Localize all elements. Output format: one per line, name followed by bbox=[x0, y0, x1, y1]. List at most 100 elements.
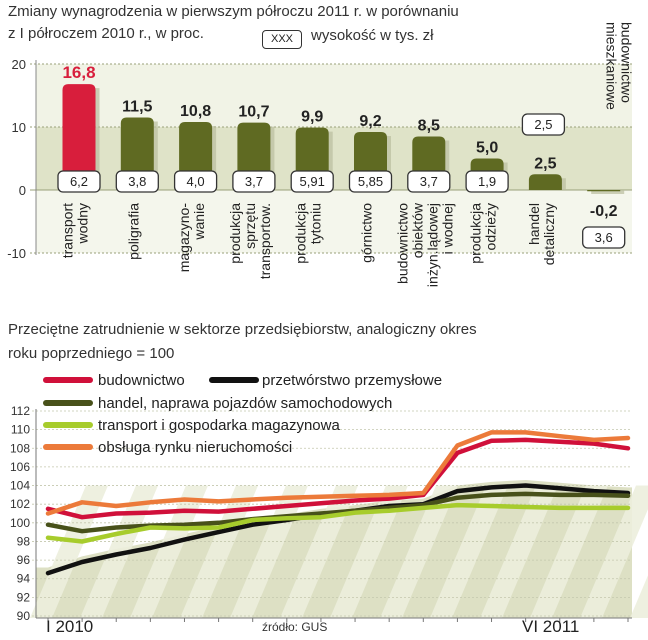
background-stripe bbox=[330, 485, 408, 618]
wage-label: 6,2 bbox=[70, 174, 88, 189]
bar-category-label: odzieży bbox=[483, 203, 499, 250]
bar-category-label: sprzętu bbox=[242, 203, 258, 249]
x-end-label: VI 2011 bbox=[522, 617, 580, 636]
bar-group-8: 2,5 2,5 handel detaliczny bbox=[521, 113, 566, 265]
bar-category-label: budownictwo bbox=[394, 203, 410, 284]
bar-category-label: transport bbox=[60, 203, 76, 258]
line-y-tick-label: 106 bbox=[10, 460, 30, 474]
wage-label: 3,8 bbox=[128, 174, 146, 189]
wage-box bbox=[173, 170, 218, 193]
series-line-budownictwo bbox=[45, 437, 631, 520]
bar bbox=[528, 174, 562, 190]
bar-y-tick-label: 10 bbox=[12, 120, 26, 135]
line-y-tick-label: 92 bbox=[17, 590, 31, 604]
bar-y-tick-label: 0 bbox=[19, 183, 26, 198]
bar-category-label: produkcja bbox=[293, 203, 309, 264]
line-y-tick-label: 98 bbox=[17, 534, 31, 548]
wage-box bbox=[521, 113, 566, 136]
series-line-handel bbox=[45, 491, 631, 534]
bar-category-label: produkcja bbox=[468, 203, 484, 264]
background-stripe bbox=[580, 485, 648, 618]
bar-group-7: 5,0 1,9 produkcja odzieży bbox=[465, 140, 509, 264]
wage-box bbox=[582, 226, 626, 249]
legend-label-transport: transport i gospodarka magazynowa bbox=[98, 417, 340, 434]
bar-group-5: 9,2 5,85 górnictwo bbox=[348, 113, 393, 263]
employment-line-chart: 90 92 94 96 98 100 102 104 106 108 110 112 budownict… bbox=[10, 372, 648, 623]
bar-category-label: detaliczny bbox=[541, 203, 557, 265]
line-y-tick-label: 108 bbox=[10, 441, 30, 455]
bar-group-6: 8,5 3,7 budownictwo obiektów inżyn.lądowej i … bbox=[394, 117, 455, 287]
bar-category-label: budownictwo bbox=[619, 22, 635, 103]
wage-label: 1,9 bbox=[478, 174, 496, 189]
background-stripe bbox=[530, 485, 608, 618]
bar-category-label: poligrafia bbox=[125, 203, 141, 260]
bar-value-label: 16,8 bbox=[62, 63, 95, 82]
wage-label: 3,6 bbox=[595, 230, 613, 245]
bar-category-label: transportow. bbox=[257, 203, 273, 279]
wage-label: 3,7 bbox=[420, 174, 438, 189]
x-start-label: I 2010 bbox=[46, 617, 94, 636]
top-chart-title-line2: z I półroczem 2010 r., w proc. bbox=[8, 25, 204, 42]
wage-label: 3,7 bbox=[245, 174, 263, 189]
bar-category-label: wanie bbox=[191, 203, 207, 241]
wage-change-bar-chart: 20 10 0 -10 16,8 6,2 transport wodny 11,5 3,8 poli… bbox=[7, 22, 635, 287]
bottom-chart-title-line1: Przeciętne zatrudnienie w sektorze przed… bbox=[8, 321, 477, 338]
wage-box bbox=[407, 170, 451, 193]
bar-category-label: obiektów bbox=[409, 202, 425, 258]
bar bbox=[62, 84, 96, 190]
top-chart-title-line1: Zmiany wynagrodzenia w pierwszym półrocz… bbox=[8, 3, 459, 20]
bar-value-label: 2,5 bbox=[534, 155, 556, 172]
bar-value-label: 8,5 bbox=[418, 117, 440, 134]
bar-category-label: i wodnej bbox=[439, 203, 455, 254]
line-y-tick-label: 112 bbox=[11, 404, 30, 418]
bar-group-0: 16,8 6,2 transport wodny bbox=[57, 63, 101, 258]
background-stripe bbox=[630, 575, 648, 618]
bar-category-label: wodny bbox=[75, 203, 91, 244]
background-stripe bbox=[480, 485, 558, 618]
legend-label-handel: handel, naprawa pojazdów samochodowych bbox=[98, 395, 392, 412]
line-y-tick-label: 104 bbox=[10, 479, 30, 493]
line-y-tick-label: 94 bbox=[17, 572, 31, 586]
legend-label-przetworstwo: przetwórstwo przemysłowe bbox=[262, 372, 442, 389]
bar-group-1: 11,5 3,8 poligrafia bbox=[115, 99, 159, 260]
line-y-tick-label: 90 bbox=[17, 609, 31, 623]
bar-category-label: górnictwo bbox=[359, 203, 375, 263]
wage-box bbox=[348, 170, 393, 193]
background-stripe bbox=[280, 485, 358, 618]
bottom-chart-title-line2: roku poprzedniego = 100 bbox=[8, 345, 175, 362]
background-stripe bbox=[130, 485, 208, 618]
source-note: źródło: GUS bbox=[262, 620, 328, 634]
bar-category-label: produkcja bbox=[227, 203, 243, 264]
legend-sample-text: wysokość w tys. zł bbox=[311, 27, 434, 44]
bar-value-label: -0,2 bbox=[590, 203, 618, 220]
bar-value-label: 10,8 bbox=[180, 103, 211, 120]
band-0-minus10 bbox=[36, 190, 632, 253]
bar-y-tick-label: 20 bbox=[12, 57, 26, 72]
line-y-tick-label: 102 bbox=[10, 497, 30, 511]
background-stripe bbox=[430, 485, 508, 618]
bar-category-label: mieszkaniowe bbox=[604, 22, 620, 110]
wage-box bbox=[290, 170, 334, 193]
bar-value-label: 9,9 bbox=[301, 109, 323, 126]
bar-value-label: 9,2 bbox=[359, 113, 381, 130]
bar-category-label: magazyno- bbox=[176, 203, 192, 273]
wage-box bbox=[465, 170, 509, 193]
bar-group-2: 10,8 4,0 magazyno-wanie bbox=[173, 103, 218, 273]
wage-label: 4,0 bbox=[187, 174, 205, 189]
line-y-tick-label: 110 bbox=[11, 423, 30, 437]
line-y-tick-label: 100 bbox=[10, 516, 30, 530]
series-line-transport bbox=[45, 502, 631, 544]
bar-value-label: 5,0 bbox=[476, 140, 498, 157]
wage-box bbox=[232, 170, 276, 193]
line-y-tick-label: 96 bbox=[17, 553, 31, 567]
legend-sample-box: XXX bbox=[262, 30, 302, 49]
bar-group-4: 9,9 5,91 produkcja tytoniu bbox=[290, 109, 334, 264]
wage-box bbox=[115, 170, 159, 193]
legend-label-budownictwo: budownictwo bbox=[98, 372, 185, 389]
wage-box bbox=[57, 170, 101, 193]
bar-value-label: 10,7 bbox=[238, 104, 269, 121]
legend-label-obsluga: obsługa rynku nieruchomości bbox=[98, 439, 292, 456]
bar-y-tick-label: -10 bbox=[7, 246, 26, 261]
background-stripe bbox=[380, 485, 458, 618]
